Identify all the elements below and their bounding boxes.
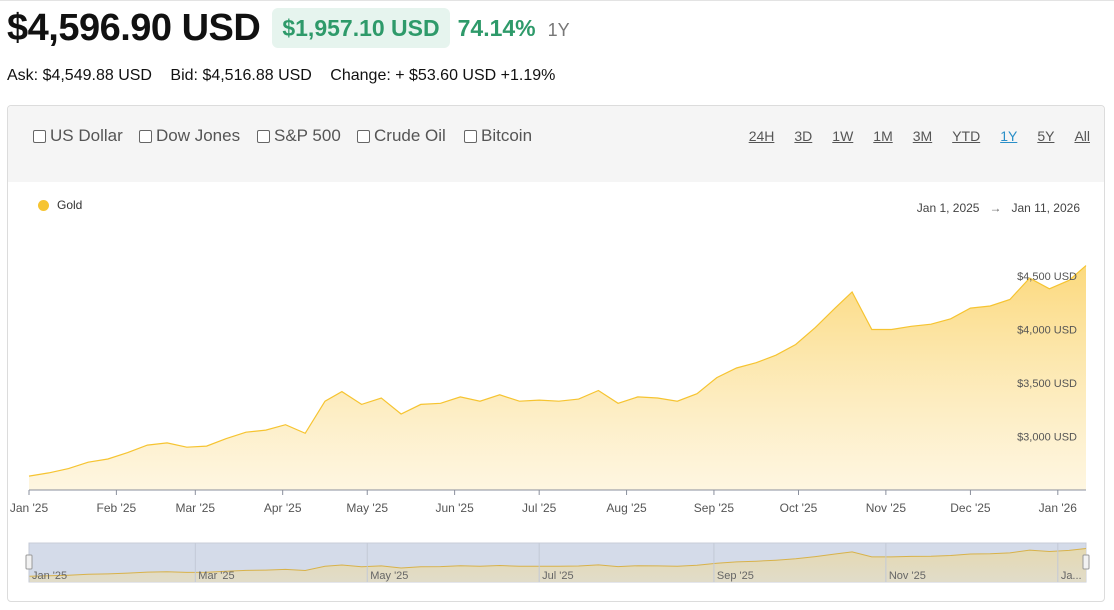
quote-details: Ask: $4,549.88 USD Bid: $4,516.88 USD Ch… <box>7 67 569 85</box>
x-tick-label: Jun '25 <box>435 501 474 515</box>
range-1w[interactable]: 1W <box>832 128 854 144</box>
compare-label: Bitcoin <box>481 126 533 145</box>
navigator-label: Sep '25 <box>717 570 754 582</box>
change-amount-badge: $1,957.10 USD <box>272 8 450 48</box>
compare-label: Crude Oil <box>374 126 446 145</box>
checkbox-icon[interactable] <box>464 129 477 143</box>
price-header: $4,596.90 USD $1,957.10 USD 74.14% 1Y <box>7 6 570 50</box>
compare-label: US Dollar <box>50 126 123 145</box>
range-1m[interactable]: 1M <box>873 128 893 144</box>
bid-price: Bid: $4,516.88 USD <box>170 67 312 84</box>
x-tick-label: Jul '25 <box>522 501 557 515</box>
range-5y[interactable]: 5Y <box>1037 128 1055 144</box>
x-tick-label: Nov '25 <box>866 501 907 515</box>
x-tick-label: Jan '25 <box>10 501 49 515</box>
compare-crude-oil[interactable]: Crude Oil <box>357 126 446 146</box>
x-tick-label: Sep '25 <box>694 501 735 515</box>
navigator-handle-right[interactable] <box>1082 554 1090 570</box>
navigator[interactable]: Jan '25 Mar '25 May '25 Jul '25 Sep '25 Nov '… <box>25 542 1090 583</box>
y-tick-label: $3,500 USD <box>1017 378 1077 390</box>
top-border <box>0 0 1114 1</box>
navigator-label: Mar '25 <box>198 570 234 582</box>
ask-price: Ask: $4,549.88 USD <box>7 67 152 84</box>
x-tick-label: May '25 <box>346 501 388 515</box>
x-tick-label: Jan '26 <box>1039 501 1078 515</box>
compare-us-dollar[interactable]: US Dollar <box>33 126 123 146</box>
compare-label: S&P 500 <box>274 126 341 145</box>
navigator-handle-left[interactable] <box>25 554 33 570</box>
x-tick-label: Dec '25 <box>950 501 991 515</box>
gold-line <box>28 265 1087 477</box>
navigator-label: Nov '25 <box>889 570 926 582</box>
date-end: Jan 11, 2026 <box>1011 201 1080 215</box>
arrow-right-icon: → <box>989 201 1002 215</box>
y-tick-label: $4,500 USD <box>1017 271 1077 283</box>
range-24h[interactable]: 24H <box>748 128 775 144</box>
date-range: Jan 1, 2025 → Jan 11, 2026 <box>917 201 1080 215</box>
x-tick-label: Aug '25 <box>606 501 647 515</box>
price-chart[interactable]: $3,000 USD $3,500 USD $4,000 USD $4,500 USD… <box>8 106 1104 601</box>
range-all[interactable]: All <box>1074 128 1090 144</box>
time-range-selector: 24H 3D 1W 1M 3M YTD 1Y 5Y All <box>729 128 1090 144</box>
navigator-label: Jul '25 <box>542 570 573 582</box>
checkbox-icon[interactable] <box>357 129 370 143</box>
current-price: $4,596.90 USD <box>7 7 261 49</box>
range-3d[interactable]: 3D <box>794 128 813 144</box>
x-tick-label: Feb '25 <box>97 501 137 515</box>
legend-label: Gold <box>57 198 83 212</box>
navigator-label: Jan '25 <box>32 570 67 582</box>
x-tick-label: Mar '25 <box>175 501 215 515</box>
navigator-label: Ja... <box>1061 570 1082 582</box>
change-detail: Change: + $53.60 USD +1.19% <box>330 67 556 84</box>
gold-area <box>29 265 1086 490</box>
x-tick-label: Apr '25 <box>264 501 302 515</box>
chart-legend[interactable]: Gold <box>38 198 82 212</box>
navigator-label: May '25 <box>370 570 408 582</box>
chart-toolbar: US Dollar Dow Jones S&P 500 Crude Oil Bi… <box>8 106 1104 182</box>
y-tick-label: $4,000 USD <box>1017 325 1077 337</box>
period-label: 1Y <box>547 19 570 40</box>
compare-bitcoin[interactable]: Bitcoin <box>464 126 532 146</box>
checkbox-icon[interactable] <box>139 129 152 143</box>
compare-sp500[interactable]: S&P 500 <box>257 126 341 146</box>
date-start: Jan 1, 2025 <box>916 201 980 215</box>
range-ytd[interactable]: YTD <box>952 128 981 144</box>
compare-dow-jones[interactable]: Dow Jones <box>139 126 240 146</box>
navigator-line <box>28 548 1087 577</box>
compare-label: Dow Jones <box>156 126 241 145</box>
navigator-area <box>29 548 1086 582</box>
chart-panel: US Dollar Dow Jones S&P 500 Crude Oil Bi… <box>7 105 1105 602</box>
legend-dot-icon <box>38 199 49 211</box>
y-tick-label: $3,000 USD <box>1017 432 1077 444</box>
range-1y[interactable]: 1Y <box>1000 128 1018 144</box>
plot-area: $3,000 USD $3,500 USD $4,000 USD $4,500 USD… <box>10 265 1087 515</box>
change-percent: 74.14% <box>457 14 536 41</box>
checkbox-icon[interactable] <box>33 129 46 143</box>
checkbox-icon[interactable] <box>257 129 270 143</box>
x-tick-label: Oct '25 <box>780 501 818 515</box>
range-3m[interactable]: 3M <box>912 128 933 144</box>
